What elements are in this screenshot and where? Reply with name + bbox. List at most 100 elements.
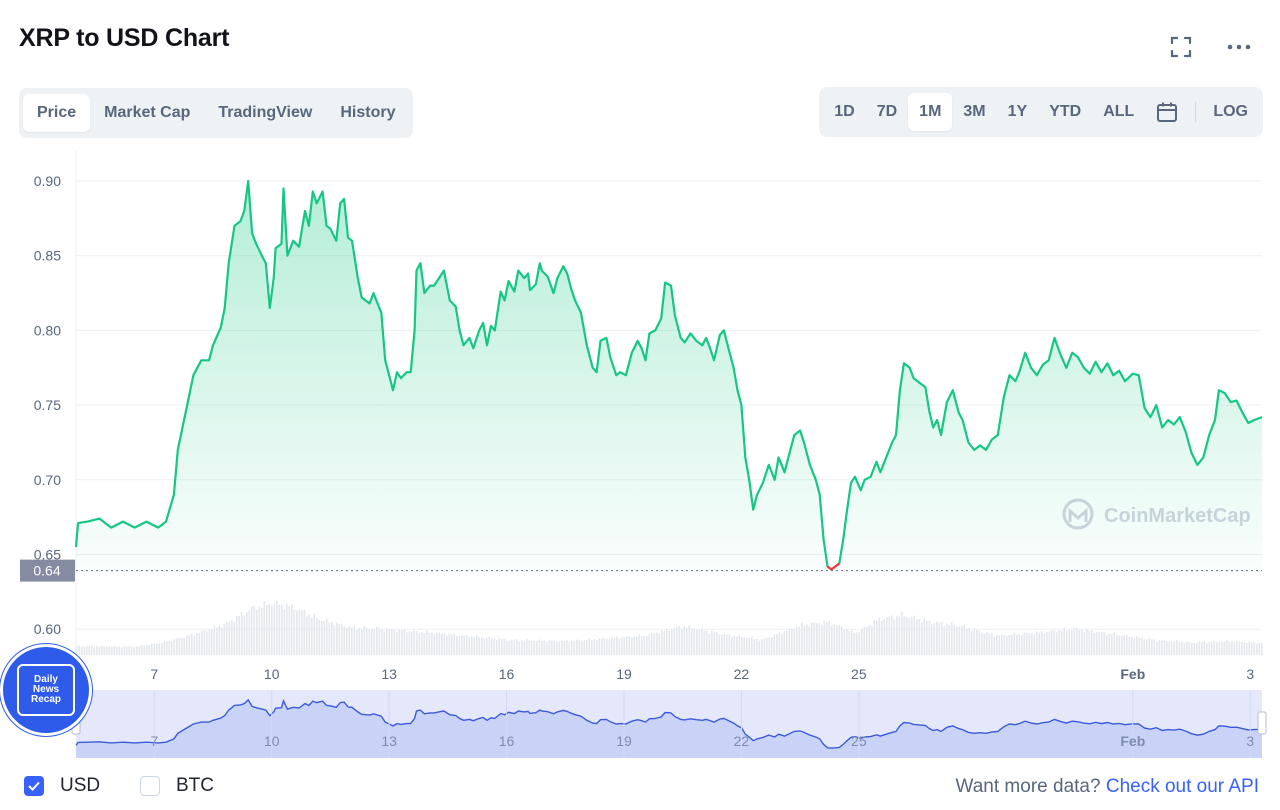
volume-bar <box>976 629 978 655</box>
volume-bar <box>648 634 651 655</box>
log-toggle[interactable]: LOG <box>1213 103 1248 120</box>
volume-bar <box>513 639 516 655</box>
range-1y[interactable]: 1Y <box>1007 103 1028 120</box>
fullscreen-icon[interactable] <box>1168 34 1194 60</box>
volume-bar <box>1098 631 1101 655</box>
volume-bar <box>346 627 348 655</box>
volume-bar <box>741 637 743 655</box>
volume-bar <box>858 632 861 655</box>
api-link[interactable]: Check out our API <box>1105 776 1259 797</box>
volume-bar <box>898 616 901 655</box>
volume-bar <box>866 626 868 655</box>
volume-bar <box>958 626 961 655</box>
volume-bar <box>433 634 436 655</box>
tab-history[interactable]: History <box>340 104 396 121</box>
navigator-tick-label: 13 <box>381 733 397 749</box>
range-all[interactable]: ALL <box>1103 103 1135 120</box>
x-tick-label: 22 <box>734 666 750 682</box>
volume-bar <box>1038 632 1041 655</box>
y-tick-label: 0.85 <box>34 248 61 264</box>
volume-bar <box>816 623 818 655</box>
range-navigator[interactable]: 7 10 13 16 19 22 25 Feb 3 <box>71 690 1267 758</box>
range-3m[interactable]: 3M <box>963 103 986 120</box>
volume-bar <box>276 601 278 655</box>
volume-bar <box>308 614 311 655</box>
volume-bar <box>188 635 191 655</box>
tab-tradingview[interactable]: TradingView <box>218 104 313 121</box>
volume-bar <box>578 640 581 655</box>
volume-bar <box>356 629 358 655</box>
volume-bar <box>271 606 273 655</box>
volume-bar <box>763 638 766 655</box>
volume-bar <box>1031 633 1033 655</box>
volume-bar <box>1061 630 1063 655</box>
volume-bar <box>461 635 463 655</box>
volume-bar <box>901 611 903 655</box>
volume-bar <box>598 638 601 655</box>
volume-bar <box>318 619 321 655</box>
volume-bar <box>1151 639 1153 655</box>
volume-bar <box>1103 632 1106 655</box>
tab-market-cap[interactable]: Market Cap <box>104 104 191 121</box>
navigator-right-handle[interactable] <box>1257 711 1267 735</box>
watermark-text: CoinMarketCap <box>1104 505 1251 527</box>
volume-bar <box>131 646 133 655</box>
volume-bar <box>186 635 188 655</box>
volume-bar <box>968 628 971 655</box>
volume-bar <box>1211 641 1213 655</box>
volume-bar <box>971 630 973 655</box>
volume-bar <box>321 621 323 655</box>
volume-bar <box>203 630 206 655</box>
tab-price[interactable]: Price <box>23 94 91 132</box>
volume-bar <box>641 636 643 655</box>
volume-bar <box>768 637 771 655</box>
volume-bar <box>496 640 498 655</box>
volume-bar <box>371 629 373 655</box>
volume-bar <box>383 631 386 655</box>
range-ytd[interactable]: YTD <box>1049 103 1082 120</box>
volume-bar <box>651 632 653 655</box>
volume-bar <box>341 623 343 655</box>
volume-bar <box>818 623 821 655</box>
price-chart[interactable]: 0.90 0.85 0.80 0.75 0.70 0.65 0.60 7 10 13 16 19 22… <box>0 150 1280 760</box>
volume-bar <box>146 645 148 655</box>
usd-checkbox[interactable]: USD <box>24 775 100 797</box>
volume-bar <box>1246 642 1248 655</box>
volume-bar <box>913 615 916 655</box>
volume-bar <box>483 638 486 655</box>
calendar-icon[interactable] <box>1145 93 1189 131</box>
volume-bar <box>918 619 921 655</box>
volume-bar <box>813 622 816 655</box>
more-options-icon[interactable] <box>1226 34 1252 60</box>
volume-bar <box>948 624 951 655</box>
volume-bar <box>101 645 103 655</box>
volume-bar <box>478 637 481 655</box>
volume-bar <box>501 639 503 655</box>
volume-bar <box>863 626 866 655</box>
volume-bar <box>523 640 526 655</box>
daily-news-recap-badge[interactable]: Daily News Recap <box>0 644 92 736</box>
x-tick-label: 3 <box>1246 666 1254 682</box>
film-icon: Daily News Recap <box>17 664 75 716</box>
volume-bar <box>508 640 511 655</box>
volume-bar <box>493 638 496 655</box>
volume-bar <box>1086 628 1088 655</box>
volume-bar <box>1253 642 1256 655</box>
volume-bar <box>848 630 851 655</box>
volume-bar <box>1106 634 1108 655</box>
volume-bar <box>753 639 756 655</box>
volume-bar <box>1163 639 1166 655</box>
volume-bar <box>338 623 341 655</box>
btc-checkbox[interactable]: BTC <box>140 775 214 797</box>
volume-bar <box>193 635 196 655</box>
volume-bar <box>486 637 488 655</box>
volume-bar <box>166 641 168 655</box>
range-1m[interactable]: 1M <box>908 93 953 131</box>
range-1d[interactable]: 1D <box>834 103 855 120</box>
volume-bar <box>886 617 888 655</box>
range-7d[interactable]: 7D <box>876 103 898 120</box>
volume-bar <box>278 604 281 655</box>
navigator-tick-label: 22 <box>734 733 750 749</box>
volume-bar <box>93 646 96 655</box>
volume-bar <box>883 618 886 655</box>
